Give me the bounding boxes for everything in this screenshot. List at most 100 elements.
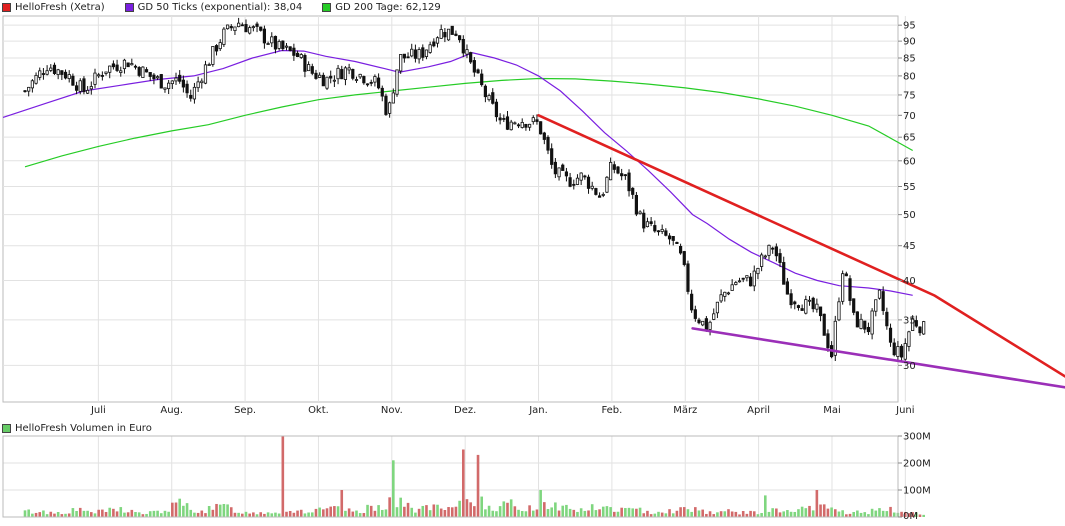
candle-body <box>469 52 473 63</box>
candle-body <box>222 28 226 45</box>
volume-bar <box>752 511 756 517</box>
volume-bar <box>27 509 30 517</box>
volume-bar <box>56 512 60 517</box>
candle-body <box>421 47 425 58</box>
volume-bar <box>804 508 808 517</box>
volume-bar <box>885 511 889 517</box>
candle-body <box>284 45 289 48</box>
volume-bar <box>561 505 565 517</box>
volume-bar <box>841 510 844 517</box>
volume-bar <box>310 512 314 517</box>
candle-body <box>682 251 686 265</box>
candle-body <box>402 53 406 59</box>
candle-body <box>704 318 708 332</box>
candle-body <box>52 64 57 74</box>
y-tick-label: 35 <box>903 315 916 326</box>
volume-bar <box>907 513 911 517</box>
x-tick-label: Jan. <box>528 405 548 416</box>
y-tick-label: 60 <box>903 156 916 167</box>
candle-body <box>122 59 127 70</box>
candle-body <box>866 326 871 333</box>
volume-bar <box>701 509 704 517</box>
volume-bar <box>244 511 248 517</box>
candle-body <box>406 56 410 59</box>
candle-body <box>605 176 609 193</box>
volume-bar <box>281 436 285 517</box>
candle-body <box>104 71 108 74</box>
trendline <box>537 114 1065 378</box>
candle-body <box>395 69 399 95</box>
candle-body <box>505 116 510 130</box>
candle-body <box>233 26 237 32</box>
volume-bar <box>822 504 826 517</box>
legend-item-price: HelloFresh (Xetra) <box>2 2 105 13</box>
volume-bar <box>259 512 263 517</box>
candle-body <box>631 187 635 195</box>
volume-bar <box>870 508 874 517</box>
volume-bar <box>340 490 344 517</box>
candle-body <box>881 291 885 312</box>
candle-body <box>185 83 189 94</box>
volume-bar <box>325 508 329 517</box>
candle-body <box>627 172 631 192</box>
candle-body <box>144 69 149 73</box>
volume-bar <box>119 507 123 517</box>
y-tick-label: 90 <box>903 37 916 48</box>
vol-y-tick-label: 100M <box>903 486 931 497</box>
y-tick-label: 30 <box>903 361 916 372</box>
candle-body <box>575 177 580 185</box>
volume-bar <box>675 510 679 517</box>
candle-body <box>288 46 292 51</box>
volume-bar <box>605 506 609 517</box>
volume-bar <box>712 514 716 517</box>
volume-bar <box>539 490 542 517</box>
candle-body <box>498 117 502 121</box>
candle-body <box>590 185 594 189</box>
candle-body <box>723 291 727 297</box>
volume-bar <box>815 490 819 517</box>
volume-bar <box>708 511 712 517</box>
volume-bar <box>42 510 45 517</box>
candle-body <box>741 277 745 280</box>
candle-body <box>119 70 123 73</box>
candle-body <box>513 122 517 125</box>
volume-bar <box>565 504 568 517</box>
vol-y-tick-label: 300M <box>903 432 931 443</box>
candle-body <box>251 26 255 29</box>
volume-legend: HelloFresh Volumen in Euro <box>2 423 152 434</box>
candle-body <box>701 320 705 326</box>
candle-body <box>645 221 650 228</box>
volume-bar <box>760 513 763 517</box>
volume-bar <box>469 502 472 517</box>
volume-bar <box>506 502 509 517</box>
volume-bar <box>137 512 141 517</box>
volume-bar <box>495 511 498 517</box>
volume-bars <box>23 436 925 517</box>
candle-body <box>778 253 782 263</box>
volume-plot-frame <box>2 435 899 518</box>
candle-body <box>225 24 230 30</box>
candle-body <box>229 26 233 29</box>
candle-body <box>454 33 458 36</box>
candle-body <box>82 78 86 93</box>
legend-label: HelloFresh Volumen in Euro <box>15 423 152 434</box>
volume-bar <box>211 509 215 517</box>
y-tick-label: 80 <box>903 71 916 82</box>
volume-bar <box>425 505 428 517</box>
volume-bar <box>333 506 336 517</box>
candle-body <box>60 70 64 75</box>
candle-body <box>734 282 738 285</box>
candle-body <box>572 183 576 186</box>
volume-bar <box>671 513 675 517</box>
x-tick-label: Aug. <box>160 405 183 416</box>
legend-swatch <box>2 2 11 12</box>
candle-body <box>148 72 152 77</box>
volume-bar <box>406 502 410 517</box>
volume-bar <box>436 504 439 517</box>
volume-bar <box>303 513 307 517</box>
x-tick-label: Juli <box>90 405 106 416</box>
volume-bar <box>590 504 594 517</box>
candle-body <box>141 66 145 78</box>
candle-body <box>23 90 27 93</box>
volume-bar <box>900 511 903 517</box>
